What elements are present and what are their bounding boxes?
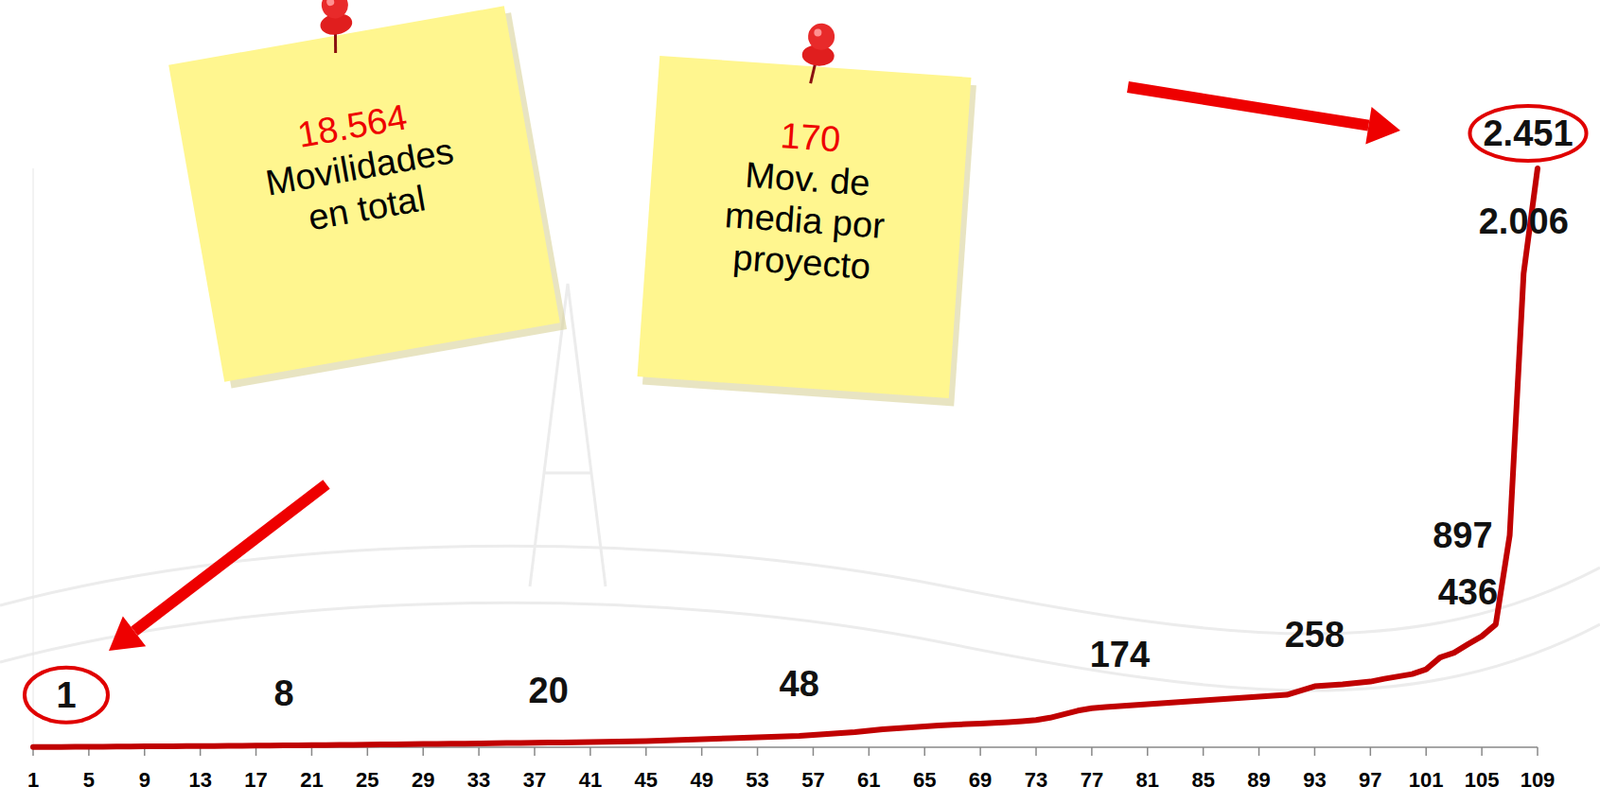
x-tick [1258, 747, 1261, 757]
x-tick [1202, 747, 1205, 757]
x-tick [701, 747, 704, 757]
x-tick-label: 53 [745, 768, 769, 792]
data-label: 2.451 [1482, 113, 1573, 154]
data-label: 174 [1090, 634, 1150, 675]
x-tick [868, 747, 871, 757]
data-label: 8 [273, 673, 294, 714]
data-label: 2.006 [1478, 201, 1569, 242]
x-tick [923, 747, 926, 757]
x-tick-label: 33 [467, 768, 491, 792]
x-tick-label: 57 [801, 768, 825, 792]
pin-shine [326, 0, 335, 7]
x-tick [1146, 747, 1149, 757]
data-label: 48 [779, 664, 820, 704]
x-tick-label: 5 [83, 768, 95, 792]
x-tick [367, 747, 370, 757]
x-tick [533, 747, 536, 757]
note-paper [168, 5, 561, 382]
x-tick [1090, 747, 1093, 757]
x-tick [421, 747, 424, 757]
x-tick [1424, 747, 1427, 757]
pin-head [319, 0, 351, 21]
x-tick [1314, 747, 1317, 757]
pin-shine [813, 28, 823, 37]
data-label: 436 [1438, 572, 1498, 613]
x-tick-label: 101 [1408, 768, 1444, 792]
x-tick [589, 747, 592, 757]
x-tick-label: 61 [857, 768, 880, 792]
arrow-shaft [1127, 87, 1369, 126]
x-tick-label: 25 [355, 768, 379, 792]
x-tick [1536, 747, 1539, 757]
note-number: 170 [779, 115, 843, 159]
x-tick-label: 81 [1136, 768, 1160, 792]
x-tick-label: 45 [634, 768, 658, 792]
arrow-shaft [134, 484, 327, 632]
x-tick-label: 13 [188, 768, 211, 792]
x-tick-label: 29 [411, 768, 435, 792]
x-tick [812, 747, 815, 757]
x-tick-label: 21 [299, 768, 323, 792]
x-tick-label: 69 [968, 768, 992, 792]
note-text: Mov. de [743, 155, 872, 204]
x-tick [1370, 747, 1372, 757]
x-tick-label: 49 [689, 768, 713, 792]
x-tick [645, 747, 648, 757]
data-label: 897 [1432, 515, 1493, 556]
x-tick-label: 109 [1520, 768, 1556, 792]
x-tick-label: 97 [1358, 768, 1382, 792]
data-label: 1 [55, 675, 76, 716]
x-tick [311, 747, 314, 757]
sticky-note: 170Mov. demedia porproyecto [636, 12, 981, 406]
data-label: 20 [528, 670, 569, 711]
x-tick-label: 65 [913, 768, 936, 792]
arrow [1127, 87, 1401, 144]
x-tick [756, 747, 759, 757]
x-tick-label: 73 [1024, 768, 1048, 792]
x-tick [477, 747, 480, 757]
x-tick [1480, 747, 1483, 757]
note-text: proyecto [731, 237, 872, 287]
note-text: en total [305, 177, 429, 238]
x-tick-label: 1 [27, 768, 39, 792]
note-paper [637, 55, 972, 399]
x-tick [979, 747, 982, 757]
x-tick-label: 77 [1080, 768, 1104, 792]
x-tick-label: 37 [523, 768, 546, 792]
x-tick [1035, 747, 1038, 757]
y-axis-line [33, 168, 35, 748]
arrow-head [108, 615, 146, 651]
highlight-circle [1469, 105, 1586, 161]
arrow [108, 484, 327, 651]
data-label: 258 [1284, 615, 1345, 655]
arrow-head [1365, 106, 1401, 144]
sticky-note: 18.564Movilidadesen total [160, 0, 567, 390]
x-tick-label: 85 [1191, 768, 1214, 792]
highlight-circle [24, 668, 108, 723]
x-tick-label: 93 [1302, 768, 1326, 792]
x-tick-label: 41 [579, 768, 602, 792]
x-tick [255, 747, 258, 757]
chart: 1591317212529333741454953576165697377818… [0, 0, 1600, 804]
x-tick-label: 105 [1464, 768, 1500, 792]
x-tick-label: 89 [1247, 768, 1270, 792]
x-tick-label: 9 [139, 768, 151, 792]
x-tick-label: 17 [244, 768, 267, 792]
pin-head [807, 22, 836, 52]
